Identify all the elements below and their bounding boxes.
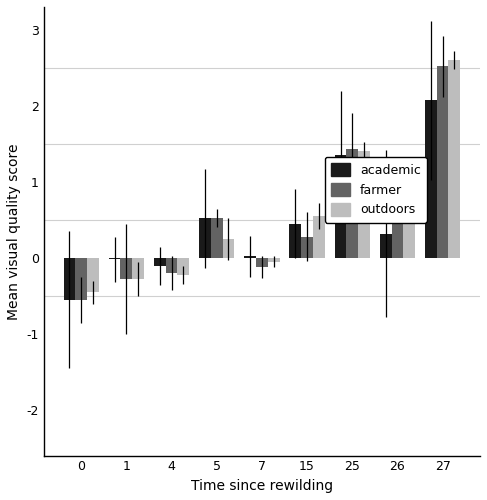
Bar: [403, 200, 415, 258]
Bar: [301, 236, 313, 258]
Y-axis label: Mean visual quality score: Mean visual quality score: [7, 143, 21, 320]
Bar: [177, 258, 189, 274]
Bar: [289, 224, 301, 258]
Bar: [268, 258, 280, 262]
Bar: [132, 258, 144, 279]
Bar: [211, 218, 223, 258]
Bar: [75, 258, 87, 300]
Bar: [120, 258, 132, 279]
Bar: [346, 149, 358, 258]
Bar: [223, 239, 234, 258]
Bar: [358, 152, 370, 258]
Bar: [199, 218, 211, 258]
Bar: [109, 258, 120, 260]
Bar: [87, 258, 99, 292]
Bar: [335, 155, 346, 258]
Legend: academic, farmer, outdoors: academic, farmer, outdoors: [325, 157, 427, 222]
Bar: [313, 216, 325, 258]
Bar: [380, 234, 392, 258]
X-axis label: Time since rewilding: Time since rewilding: [191, 479, 333, 493]
Bar: [166, 258, 177, 273]
Bar: [392, 200, 403, 258]
Bar: [425, 100, 437, 258]
Bar: [256, 258, 268, 267]
Bar: [154, 258, 166, 266]
Bar: [64, 258, 75, 300]
Bar: [437, 66, 449, 258]
Bar: [244, 256, 256, 258]
Bar: [449, 60, 460, 258]
